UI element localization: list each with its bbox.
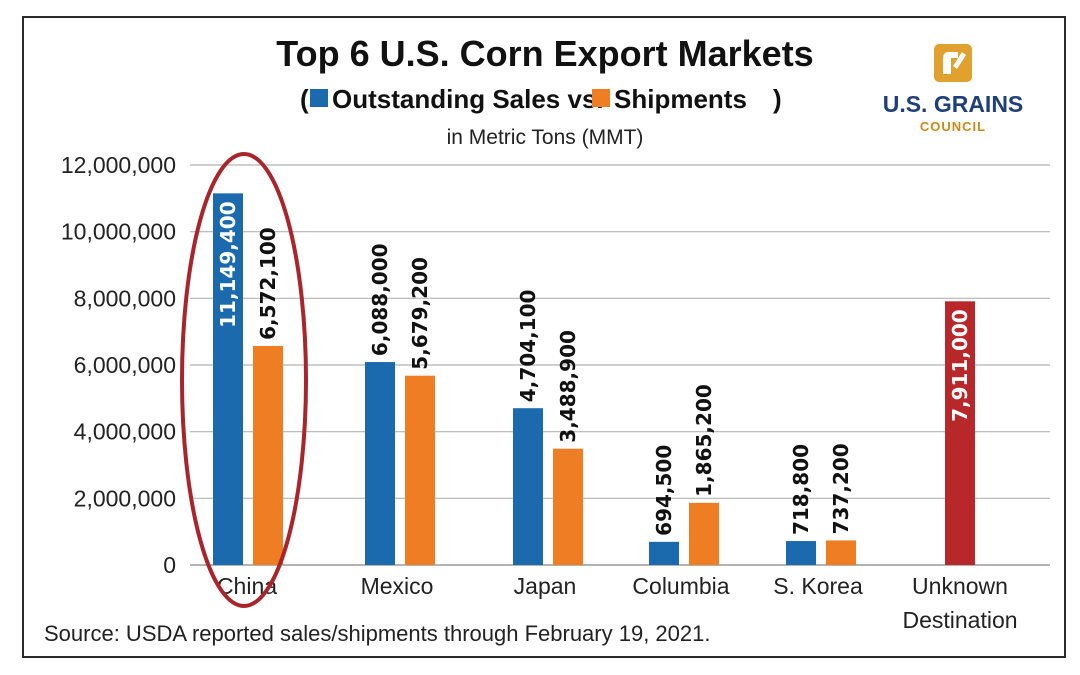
legend: ( Outstanding Sales vs. Shipments ) [300, 84, 782, 114]
bar-japan-shipments [553, 448, 583, 565]
bar-japan-outstanding [513, 408, 543, 565]
legend-swatch-shipments [592, 89, 610, 107]
bar-china-outstanding [213, 193, 243, 565]
bar-columbia-shipments [689, 502, 719, 565]
data-labels: 11,149,400 6,572,100 6,088,000 5,679,200 4,7… [216, 201, 972, 535]
grid [190, 164, 1050, 566]
chart-title: Top 6 U.S. Corn Export Markets [276, 33, 813, 74]
data-label: 11,149,400 [216, 201, 240, 328]
data-label: 1,865,200 [692, 384, 716, 497]
bar-s-korea-outstanding [786, 541, 816, 565]
legend-swatch-outstanding [310, 89, 328, 107]
category-label: Japan [514, 573, 577, 599]
bar-unknown-destination-unknown [945, 301, 975, 565]
data-label: 718,800 [789, 444, 813, 535]
bar-china-shipments [253, 345, 283, 565]
data-label: 737,200 [829, 443, 853, 534]
x-axis-categories: China Mexico Japan Columbia S. Korea UnknownD… [217, 573, 1018, 633]
legend-close-paren: ) [773, 84, 782, 114]
data-label: 3,488,900 [556, 330, 580, 443]
data-label: 7,911,000 [948, 309, 972, 422]
bars [213, 193, 975, 565]
category-label: Destination [902, 607, 1017, 633]
china-highlight-ellipse [180, 152, 308, 608]
logo-sub-text: COUNCIL [920, 119, 986, 134]
category-label: Unknown [912, 573, 1008, 599]
data-label: 4,704,100 [516, 290, 540, 403]
grains-council-logo: U.S. GRAINS COUNCIL [883, 44, 1024, 134]
y-tick-label: 0 [163, 552, 176, 578]
category-label: Columbia [632, 573, 729, 599]
y-tick-label: 2,000,000 [74, 485, 176, 511]
data-label: 694,500 [652, 445, 676, 536]
legend-label-shipments: Shipments [614, 84, 747, 114]
bar-columbia-outstanding [649, 541, 679, 565]
bar-mexico-shipments [405, 375, 435, 565]
legend-label-outstanding: Outstanding Sales vs. [332, 84, 604, 114]
legend-open-paren: ( [300, 84, 309, 114]
source-note: Source: USDA reported sales/shipments th… [44, 621, 710, 646]
data-label: 5,679,200 [408, 257, 432, 370]
data-label: 6,088,000 [368, 243, 392, 356]
y-tick-label: 10,000,000 [61, 219, 176, 245]
category-label: S. Korea [773, 573, 863, 599]
grains-council-logo-icon [934, 44, 972, 82]
bar-s-korea-shipments [826, 540, 856, 565]
bar-mexico-outstanding [365, 362, 395, 565]
y-tick-label: 6,000,000 [74, 352, 176, 378]
y-tick-label: 12,000,000 [61, 152, 176, 178]
logo-main-text: U.S. GRAINS [883, 91, 1024, 117]
chart-frame [22, 16, 1066, 658]
data-label: 6,572,100 [256, 227, 280, 340]
category-label: Mexico [361, 573, 434, 599]
y-axis-ticks: 0 2,000,000 4,000,000 6,000,000 8,000,000 10,… [61, 152, 176, 578]
y-tick-label: 4,000,000 [74, 419, 176, 445]
y-tick-label: 8,000,000 [74, 285, 176, 311]
chart-units: in Metric Tons (MMT) [447, 126, 644, 149]
highlight-annotation [180, 152, 308, 608]
